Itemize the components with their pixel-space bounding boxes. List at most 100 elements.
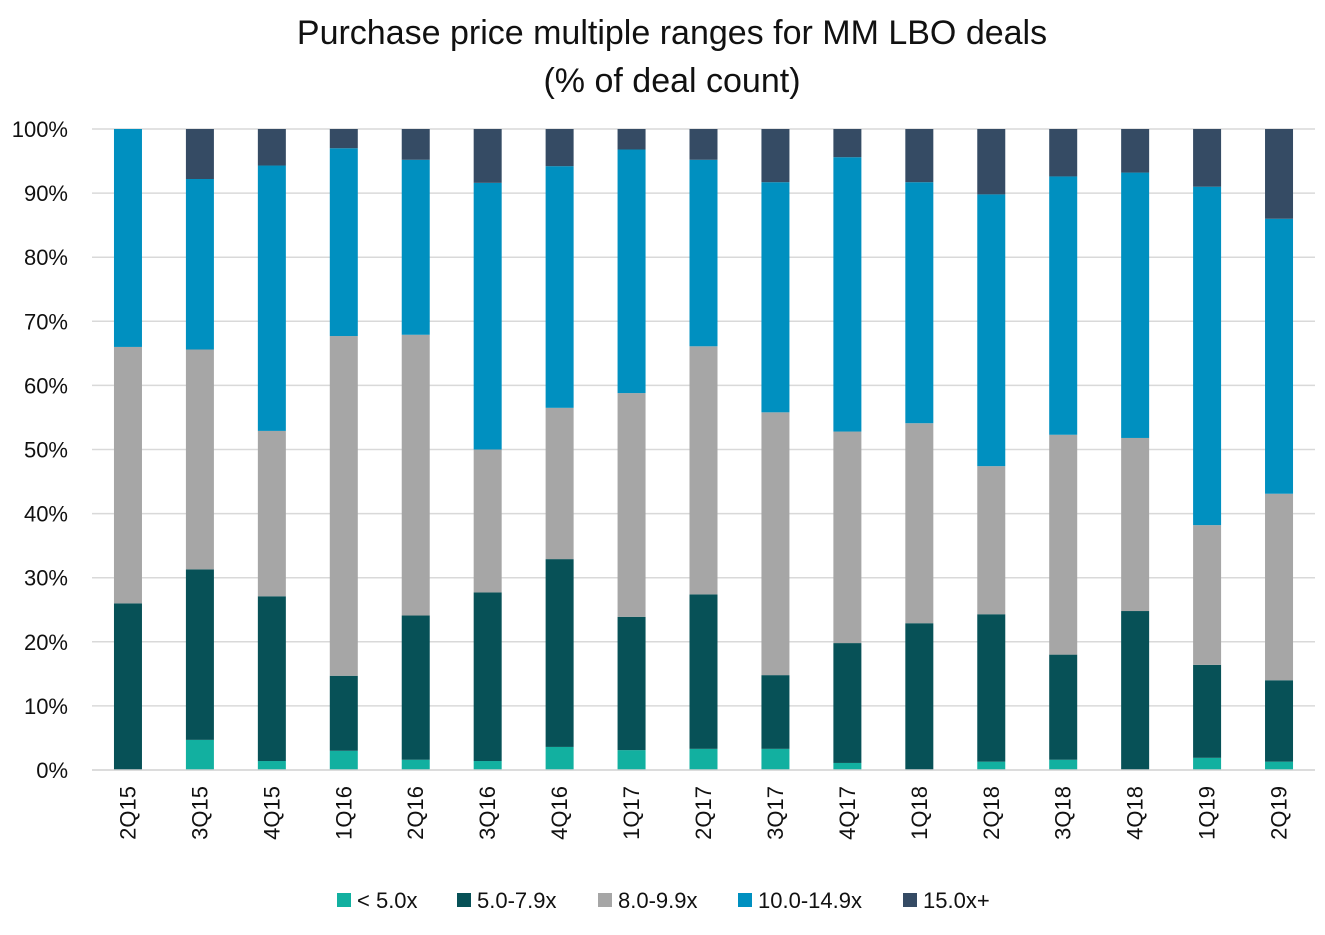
bar-segment-s1	[185, 569, 214, 740]
bar-stack-4Q18	[1121, 129, 1150, 770]
bar-segment-s2	[113, 346, 142, 604]
bar-stack-4Q17	[833, 129, 862, 770]
bar-stack-2Q18	[977, 129, 1006, 770]
bar-segment-s4	[185, 129, 214, 179]
bar-segment-s2	[689, 346, 718, 595]
bar-segment-s0	[977, 761, 1006, 770]
bar-segment-s3	[401, 159, 430, 335]
bars	[113, 129, 1294, 770]
bar-segment-s2	[1121, 437, 1150, 612]
bar-segment-s0	[1049, 759, 1078, 770]
bar-segment-s2	[329, 336, 358, 676]
y-tick-label: 40%	[24, 502, 68, 527]
bar-segment-s1	[1193, 664, 1222, 758]
legend-label: 8.0-9.9x	[618, 888, 698, 913]
bar-segment-s4	[689, 129, 718, 160]
x-tick-label: 2Q19	[1267, 786, 1292, 840]
legend-swatch	[598, 893, 612, 907]
bar-segment-s1	[617, 616, 646, 751]
bar-segment-s0	[257, 761, 286, 770]
legend-label: 5.0-7.9x	[477, 888, 557, 913]
x-tick-label: 2Q18	[979, 786, 1004, 840]
bar-stack-3Q18	[1049, 129, 1078, 770]
bar-stack-3Q16	[473, 129, 502, 770]
y-axis: 0% 10% 20% 30% 40% 50% 60% 70% 80% 90% 100%	[12, 117, 68, 783]
bar-segment-s0	[761, 748, 790, 770]
bar-segment-s1	[833, 643, 862, 763]
y-tick-label: 70%	[24, 309, 68, 334]
bar-segment-s1	[1049, 654, 1078, 760]
bar-segment-s0	[1193, 757, 1222, 770]
bar-stack-4Q15	[257, 129, 286, 770]
y-tick-label: 20%	[24, 630, 68, 655]
bar-segment-s3	[1265, 218, 1294, 494]
legend-swatch	[337, 893, 351, 907]
bar-segment-s0	[185, 739, 214, 770]
bar-segment-s1	[1121, 611, 1150, 770]
bar-segment-s3	[257, 165, 286, 431]
bar-segment-s4	[1121, 129, 1150, 173]
x-tick-label: 1Q19	[1195, 786, 1220, 840]
x-tick-label: 4Q17	[835, 786, 860, 840]
legend-label: 15.0x+	[923, 888, 990, 913]
bar-stack-3Q15	[185, 129, 214, 770]
bar-segment-s0	[545, 746, 574, 770]
bar-segment-s0	[833, 762, 862, 770]
legend-label: 10.0-14.9x	[758, 888, 862, 913]
bar-segment-s2	[473, 449, 502, 593]
bar-segment-s4	[329, 129, 358, 149]
bar-segment-s3	[905, 182, 934, 424]
y-tick-label: 0%	[36, 758, 68, 783]
bar-segment-s2	[1265, 493, 1294, 681]
chart-title: Purchase price multiple ranges for MM LB…	[297, 14, 1047, 100]
legend: < 5.0x 5.0-7.9x 8.0-9.9x 10.0-14.9x 15.0x+	[337, 888, 990, 913]
bar-stack-1Q19	[1193, 129, 1222, 770]
bar-segment-s2	[905, 423, 934, 624]
bar-segment-s2	[761, 412, 790, 676]
bar-segment-s4	[473, 129, 502, 183]
bar-segment-s4	[1193, 129, 1222, 187]
bar-segment-s0	[329, 750, 358, 770]
y-tick-label: 30%	[24, 566, 68, 591]
chart-title-line-1: Purchase price multiple ranges for MM LB…	[297, 14, 1047, 52]
bar-segment-s1	[761, 675, 790, 749]
bar-segment-s2	[617, 393, 646, 617]
legend-label: < 5.0x	[357, 888, 418, 913]
bar-stack-3Q17	[761, 129, 790, 770]
bar-segment-s3	[1193, 186, 1222, 526]
x-tick-label: 1Q18	[907, 786, 932, 840]
bar-segment-s2	[977, 466, 1006, 615]
bar-segment-s4	[545, 129, 574, 167]
bar-segment-s1	[257, 596, 286, 762]
x-tick-label: 3Q16	[475, 786, 500, 840]
bar-segment-s3	[1049, 176, 1078, 435]
x-tick-label: 2Q15	[115, 786, 140, 840]
x-tick-label: 4Q15	[259, 786, 284, 840]
bar-segment-s3	[545, 166, 574, 408]
legend-swatch	[457, 893, 471, 907]
bar-segment-s1	[1265, 680, 1294, 762]
bar-segment-s0	[617, 750, 646, 770]
bar-segment-s4	[905, 129, 934, 183]
bar-segment-s3	[833, 157, 862, 432]
bar-segment-s4	[977, 129, 1006, 195]
bar-segment-s0	[401, 759, 430, 770]
bar-segment-s3	[761, 182, 790, 413]
bar-segment-s2	[833, 431, 862, 644]
x-axis: 2Q15 3Q15 4Q15 1Q16 2Q16 3Q16 4Q16 1Q17 2Q17 3Q17…	[115, 786, 1291, 840]
legend-swatch	[903, 893, 917, 907]
bar-segment-s3	[185, 178, 214, 350]
bar-segment-s3	[617, 149, 646, 394]
bar-segment-s3	[329, 148, 358, 337]
bar-segment-s3	[689, 159, 718, 347]
bar-segment-s4	[833, 129, 862, 158]
y-tick-label: 10%	[24, 694, 68, 719]
bar-segment-s1	[473, 592, 502, 762]
y-tick-label: 90%	[24, 181, 68, 206]
bar-stack-2Q17	[689, 129, 718, 770]
x-tick-label: 3Q18	[1051, 786, 1076, 840]
bar-segment-s2	[1049, 434, 1078, 655]
bar-segment-s2	[401, 334, 430, 616]
bar-segment-s2	[545, 407, 574, 560]
